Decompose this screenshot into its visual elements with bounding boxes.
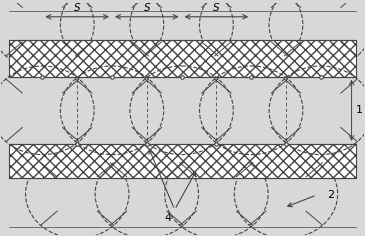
Bar: [9, 144, 356, 178]
Bar: [9, 40, 356, 77]
Text: S: S: [143, 3, 150, 13]
Text: S: S: [74, 3, 81, 13]
Text: 2: 2: [327, 190, 334, 200]
Text: 4: 4: [164, 213, 171, 223]
Text: 1: 1: [356, 105, 362, 115]
Text: S: S: [213, 3, 220, 13]
